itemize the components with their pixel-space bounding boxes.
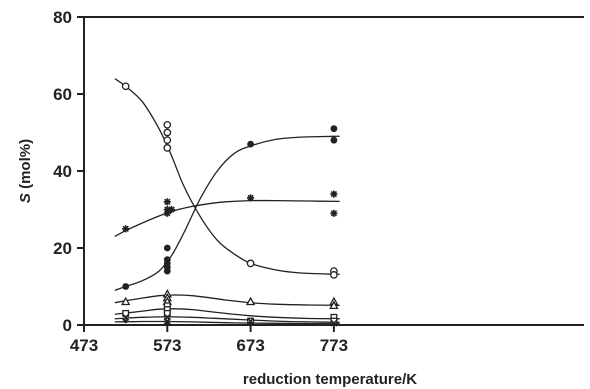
- small-dot-marker: [165, 321, 170, 326]
- y-axis-title-symbol: S: [17, 193, 34, 203]
- marker-shape: [123, 319, 128, 324]
- markers: [120, 82, 339, 327]
- open-circle-marker: [330, 271, 338, 279]
- marker-shape: [122, 283, 130, 290]
- marker-shape: [163, 209, 171, 217]
- open-triangle-marker: [245, 296, 256, 306]
- marker-shape: [163, 120, 172, 129]
- x-tick-label: 473: [70, 336, 98, 355]
- open-circle-marker: [163, 136, 172, 145]
- open-square-marker: [122, 309, 130, 317]
- y-tick-label: 20: [53, 239, 72, 258]
- star-marker: [122, 225, 130, 233]
- filled-circle-marker: [163, 267, 171, 275]
- marker-shape: [121, 82, 130, 91]
- marker-shape: [247, 194, 255, 202]
- marker-shape: [122, 225, 130, 233]
- marker-shape: [167, 205, 176, 214]
- marker-shape: [163, 205, 171, 214]
- x-tick-label: 573: [153, 336, 181, 355]
- marker-shape: [246, 259, 255, 268]
- y-axis-title: S (mol%): [17, 139, 34, 203]
- marker-shape: [163, 128, 172, 137]
- open-triangle-fit-curve: [114, 294, 340, 307]
- open-circle-marker: [121, 82, 130, 91]
- filled-circle-fit-curve: [114, 135, 340, 292]
- marker-shape: [330, 271, 338, 279]
- filled-circle-marker: [163, 244, 171, 252]
- cross-fit-curve: [114, 316, 340, 323]
- x-axis-title: reduction temperature/K: [243, 371, 417, 388]
- y-axis-title-unit: (mol%): [17, 139, 34, 193]
- cross-marker: [122, 313, 130, 321]
- y-tick-label: 0: [63, 316, 72, 335]
- star-marker: [163, 198, 171, 206]
- curves: [114, 78, 340, 325]
- open-circle-fit-curve: [114, 78, 340, 275]
- y-tick-label: 40: [53, 162, 72, 181]
- open-circle-marker: [246, 259, 255, 268]
- y-tick-label: 60: [53, 85, 72, 104]
- open-square-fit-curve: [114, 308, 340, 320]
- star-marker: [163, 209, 171, 217]
- marker-shape: [330, 190, 338, 198]
- open-triangle-marker: [329, 300, 339, 310]
- x-tick-label: 673: [236, 336, 264, 355]
- marker-shape: [122, 309, 130, 317]
- filled-circle-marker: [247, 140, 254, 148]
- marker-shape: [120, 296, 131, 306]
- marker-shape: [247, 140, 254, 148]
- small-dot-fit-curve: [114, 320, 340, 325]
- open-triangle-marker: [120, 296, 131, 306]
- marker-shape: [330, 209, 338, 217]
- marker-shape: [330, 125, 338, 133]
- ticks: 473 573 673 773 0 20 40 60 80: [53, 8, 348, 355]
- star-marker: [167, 205, 176, 214]
- filled-circle-marker: [330, 136, 338, 144]
- marker-shape: [329, 300, 339, 310]
- filled-circle-marker: [330, 125, 338, 133]
- marker-shape: [163, 136, 172, 145]
- open-circle-marker: [163, 120, 172, 129]
- open-circle-marker: [163, 144, 172, 152]
- marker-shape: [248, 321, 253, 326]
- small-dot-marker: [248, 321, 253, 326]
- marker-shape: [245, 296, 256, 306]
- marker-shape: [122, 313, 130, 321]
- marker-shape: [163, 309, 171, 317]
- filled-circle-marker: [122, 283, 130, 290]
- star-marker: [163, 205, 171, 214]
- open-circle-marker: [163, 128, 172, 137]
- marker-shape: [163, 267, 171, 275]
- y-tick-label: 80: [53, 8, 72, 27]
- small-dot-marker: [123, 319, 128, 324]
- axes: [83, 16, 584, 326]
- star-marker: [330, 209, 338, 217]
- marker-shape: [163, 198, 171, 206]
- marker-shape: [331, 321, 336, 326]
- marker-shape: [163, 144, 172, 152]
- small-dot-marker: [331, 321, 336, 326]
- marker-shape: [165, 321, 170, 326]
- star-marker: [247, 194, 255, 202]
- star-fit-curve: [114, 199, 340, 237]
- marker-shape: [163, 244, 171, 252]
- marker-shape: [330, 136, 338, 144]
- open-square-marker: [163, 309, 171, 317]
- star-marker: [330, 190, 338, 198]
- x-tick-label: 773: [320, 336, 348, 355]
